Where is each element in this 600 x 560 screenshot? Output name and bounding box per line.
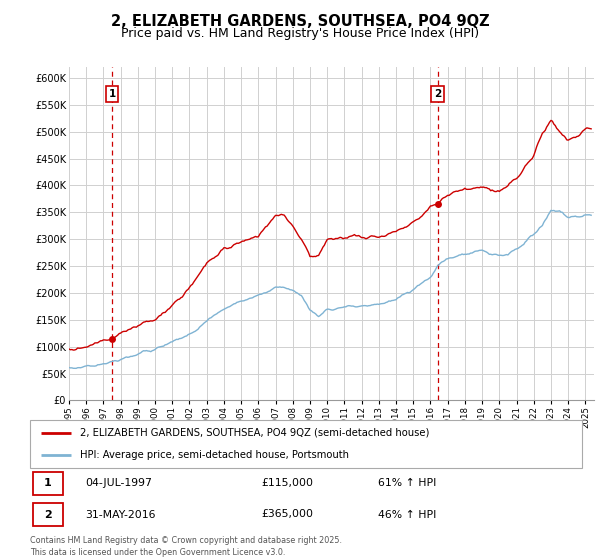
Text: 2, ELIZABETH GARDENS, SOUTHSEA, PO4 9QZ: 2, ELIZABETH GARDENS, SOUTHSEA, PO4 9QZ [110, 14, 490, 29]
Text: 1: 1 [44, 478, 52, 488]
Text: £115,000: £115,000 [262, 478, 314, 488]
Text: 1: 1 [109, 89, 116, 99]
Text: £365,000: £365,000 [262, 510, 314, 520]
FancyBboxPatch shape [33, 503, 63, 526]
Text: 61% ↑ HPI: 61% ↑ HPI [378, 478, 436, 488]
Text: 2, ELIZABETH GARDENS, SOUTHSEA, PO4 9QZ (semi-detached house): 2, ELIZABETH GARDENS, SOUTHSEA, PO4 9QZ … [80, 428, 429, 438]
Text: Price paid vs. HM Land Registry's House Price Index (HPI): Price paid vs. HM Land Registry's House … [121, 27, 479, 40]
Text: 2: 2 [44, 510, 52, 520]
Text: 2: 2 [434, 89, 442, 99]
Text: 46% ↑ HPI: 46% ↑ HPI [378, 510, 436, 520]
Text: HPI: Average price, semi-detached house, Portsmouth: HPI: Average price, semi-detached house,… [80, 450, 349, 460]
FancyBboxPatch shape [30, 420, 582, 468]
Text: 31-MAY-2016: 31-MAY-2016 [85, 510, 156, 520]
Text: 04-JUL-1997: 04-JUL-1997 [85, 478, 152, 488]
FancyBboxPatch shape [33, 472, 63, 494]
Text: Contains HM Land Registry data © Crown copyright and database right 2025.
This d: Contains HM Land Registry data © Crown c… [30, 536, 342, 557]
